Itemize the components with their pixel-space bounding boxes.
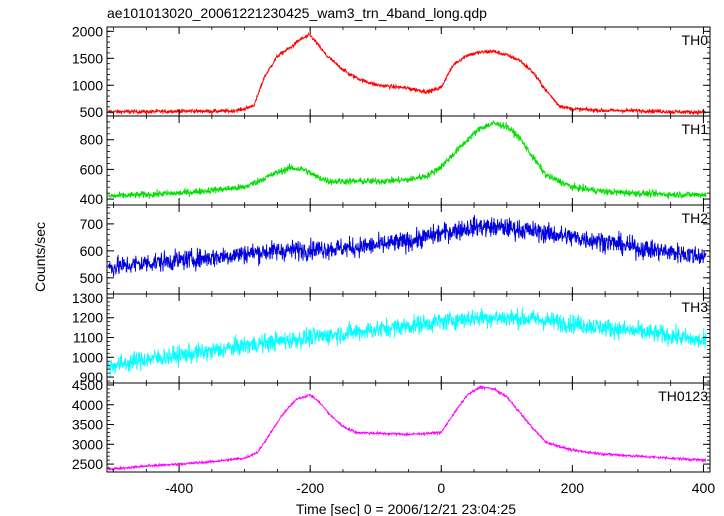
y-tick-label: 700: [80, 216, 104, 232]
panel-label: TH3: [682, 299, 709, 315]
panel-th0: 500 1000 1500 2000 TH0: [72, 23, 711, 120]
panel-th1: 400 600 800 TH1: [80, 115, 711, 207]
series-line-th2: [107, 215, 707, 277]
series-line-th3: [107, 307, 707, 377]
x-tick-label: 200: [561, 480, 585, 496]
series-line-th0123: [107, 384, 707, 472]
y-tick-label: 500: [80, 104, 104, 120]
y-tick-label: 4500: [72, 377, 103, 393]
y-tick-label: 900: [80, 369, 104, 385]
x-tick-label: -200: [296, 480, 324, 496]
x-axis-label: Time [sec] 0 = 2006/12/21 23:04:25: [296, 501, 516, 516]
x-tick-label: 400: [692, 480, 716, 496]
y-tick-label: 3000: [72, 436, 103, 452]
y-tick-label: 2000: [72, 23, 103, 39]
y-tick-label: 400: [80, 191, 104, 207]
y-tick-label: 1300: [72, 290, 103, 306]
panel-frame: [106, 382, 711, 473]
y-tick-label: 1000: [72, 77, 103, 93]
panel-label: TH1: [682, 121, 709, 137]
panel-th0123: 2500 3000 3500 4000 4500 TH0123: [72, 377, 711, 473]
panel-th2: 500 600 700 TH2: [80, 204, 711, 295]
x-tick-label: 0: [437, 480, 445, 496]
y-tick-label: 3500: [72, 417, 103, 433]
panel-label: TH2: [682, 210, 709, 226]
y-tick-label: 1500: [72, 50, 103, 66]
panel-frame: [106, 293, 711, 384]
y-tick-label: 600: [80, 161, 104, 177]
panel-th3: 900 1000 1100 1200 1300 TH3: [72, 290, 711, 385]
panel-frame: [106, 26, 711, 117]
series-line-th0: [107, 31, 707, 116]
y-tick-label: 4000: [72, 397, 103, 413]
y-tick-label: 1100: [73, 330, 103, 346]
y-tick-label: 2500: [72, 456, 103, 472]
y-tick-label: 800: [80, 132, 104, 148]
y-tick-label: 1200: [72, 310, 103, 326]
chart-title: ae101013020_20061221230425_wam3_trn_4ban…: [107, 5, 487, 21]
series-line-th1: [107, 120, 707, 200]
y-axis-label: Counts/sec: [32, 222, 48, 292]
panel-label: TH0123: [658, 388, 708, 404]
y-tick-label: 1000: [72, 349, 103, 365]
y-tick-label: 600: [80, 243, 104, 259]
panel-label: TH0: [682, 32, 709, 48]
x-tick-label: -400: [165, 480, 193, 496]
y-tick-label: 500: [80, 270, 104, 286]
